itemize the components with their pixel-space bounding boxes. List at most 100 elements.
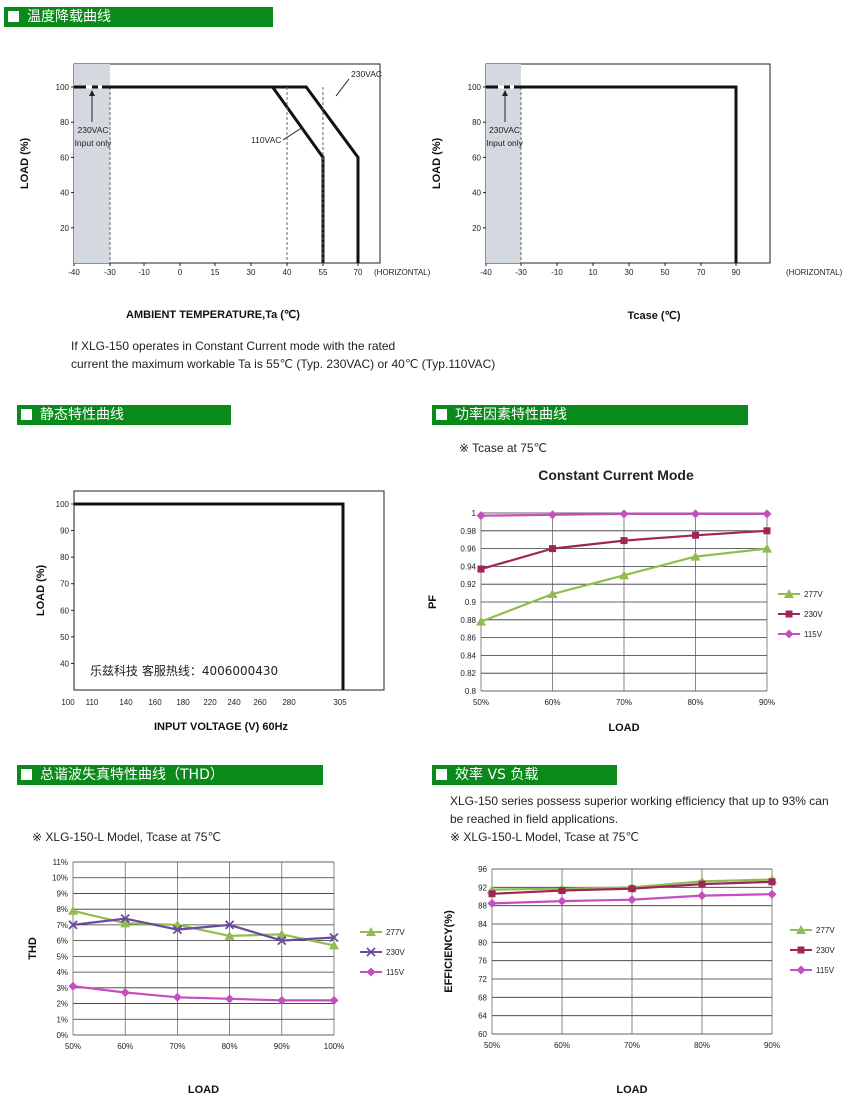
x-marker — [277, 935, 287, 946]
series-line — [72, 917, 335, 942]
section-title: 温度降载曲线 — [27, 9, 111, 25]
section-header-thd: 总谐波失真特性曲线（THD） — [17, 765, 323, 785]
y-tick-label: 80 — [472, 118, 481, 127]
y-tick-label: 9% — [56, 889, 68, 898]
plot-frame — [485, 63, 771, 264]
y-tick-label: 11% — [53, 858, 68, 867]
y-tick-label: 0.82 — [460, 669, 476, 678]
square-marker — [549, 545, 556, 553]
diamond-marker — [627, 895, 637, 905]
x-tick-label: 305 — [333, 698, 347, 707]
square-marker — [477, 565, 485, 573]
arrow-icon — [89, 90, 95, 96]
y-tick-label: 3% — [56, 984, 68, 993]
diamond-marker — [68, 981, 78, 991]
section-title: 总谐波失真特性曲线（THD） — [40, 767, 224, 783]
section-title: 功率因素特性曲线 — [455, 407, 567, 423]
x-axis-label: LOAD — [188, 1084, 219, 1096]
y-tick-label: 10% — [52, 874, 68, 883]
diamond-marker — [476, 511, 486, 521]
y-tick-label: 0.9 — [465, 598, 477, 607]
x-tick-label: 0 — [178, 268, 183, 277]
square-marker — [628, 885, 636, 893]
legend-label: 230V — [816, 946, 835, 955]
plot-frame — [73, 63, 381, 264]
y-tick-label: 0.96 — [460, 545, 476, 554]
square-marker — [797, 946, 805, 954]
y-tick-label: 0.86 — [460, 634, 476, 643]
x-tick-label: 280 — [282, 698, 296, 707]
checkbox-icon — [436, 409, 447, 420]
section-header-pf: 功率因素特性曲线 — [432, 405, 748, 425]
y-tick-label: 70 — [60, 580, 69, 589]
square-marker — [620, 537, 628, 545]
eff-model-note: ※ XLG-150-L Model, Tcase at 75℃ — [450, 830, 639, 844]
x-axis-label: Tcase (℃) — [627, 310, 680, 322]
checkbox-icon — [21, 409, 32, 420]
x-tick-label: 260 — [253, 698, 267, 707]
triangle-marker — [366, 927, 376, 936]
square-marker — [692, 531, 699, 539]
square-marker — [488, 890, 496, 898]
triangle-marker — [68, 905, 78, 915]
x-tick-label: -30 — [515, 268, 527, 277]
y-tick-label: 0% — [56, 1031, 68, 1040]
diamond-marker — [796, 965, 806, 975]
series-line — [72, 985, 334, 1002]
legend-label: 277V — [816, 926, 835, 935]
diamond-marker — [548, 510, 557, 520]
diamond-marker — [277, 995, 287, 1005]
x-axis-label: INPUT VOLTAGE (V) 60Hz — [154, 721, 289, 733]
x-tick-label: 70% — [624, 1041, 640, 1050]
diamond-marker — [487, 898, 497, 908]
x-tick-label: 60% — [544, 698, 560, 707]
x-tick-label: 80% — [687, 698, 703, 707]
y-tick-label: 72 — [478, 975, 487, 984]
y-tick-label: 80 — [60, 553, 69, 562]
legend-label: 115V — [386, 968, 405, 977]
diamond-marker — [619, 509, 629, 519]
legend-label: 277V — [386, 928, 405, 937]
y-tick-label: 0.98 — [460, 527, 476, 536]
y-tick-label: 4% — [56, 968, 68, 977]
series-line — [74, 85, 360, 263]
y-axis-label: LOAD (%) — [35, 565, 47, 617]
x-tick-label: 240 — [227, 698, 241, 707]
triangle-marker — [619, 570, 629, 580]
x-tick-label: (HORIZONTAL) — [786, 268, 843, 277]
triangle-marker — [690, 551, 701, 561]
y-tick-label: 64 — [478, 1012, 487, 1021]
x-marker — [120, 913, 130, 924]
eff-note-line1: XLG-150 series possess superior working … — [450, 794, 829, 808]
annotation: 230VAC — [77, 125, 108, 135]
y-tick-label: 100 — [56, 500, 70, 509]
y-tick-label: 50 — [60, 633, 69, 642]
y-tick-label: 0.88 — [460, 616, 476, 625]
y-tick-label: 60 — [60, 606, 69, 615]
annotation-110vac: 110VAC — [251, 135, 281, 145]
legend-label: 277V — [804, 590, 823, 599]
y-tick-label: 88 — [478, 902, 487, 911]
diamond-marker — [225, 994, 235, 1004]
y-tick-label: 1 — [472, 509, 477, 518]
section-header-derating: 温度降载曲线 — [4, 7, 273, 27]
y-axis-label: LOAD (%) — [19, 138, 31, 190]
y-tick-label: 100 — [56, 83, 70, 92]
y-tick-label: 80 — [478, 938, 487, 947]
y-tick-label: 0.92 — [460, 580, 476, 589]
y-tick-label: 20 — [60, 224, 69, 233]
x-tick-label: 80% — [694, 1041, 710, 1050]
x-tick-label: 50 — [661, 268, 670, 277]
y-tick-label: 8% — [56, 905, 68, 914]
series-line — [74, 502, 345, 690]
x-tick-label: 100 — [61, 698, 75, 707]
thd-model-note: ※ XLG-150-L Model, Tcase at 75℃ — [32, 830, 221, 844]
x-tick-label: 160 — [148, 698, 162, 707]
triangle-marker — [547, 588, 558, 598]
x-tick-label: 110 — [86, 698, 99, 707]
y-axis-label: PF — [427, 595, 439, 609]
x-tick-label: -40 — [480, 268, 492, 277]
x-tick-label: 100% — [324, 1042, 344, 1051]
x-tick-label: 70 — [354, 268, 363, 277]
